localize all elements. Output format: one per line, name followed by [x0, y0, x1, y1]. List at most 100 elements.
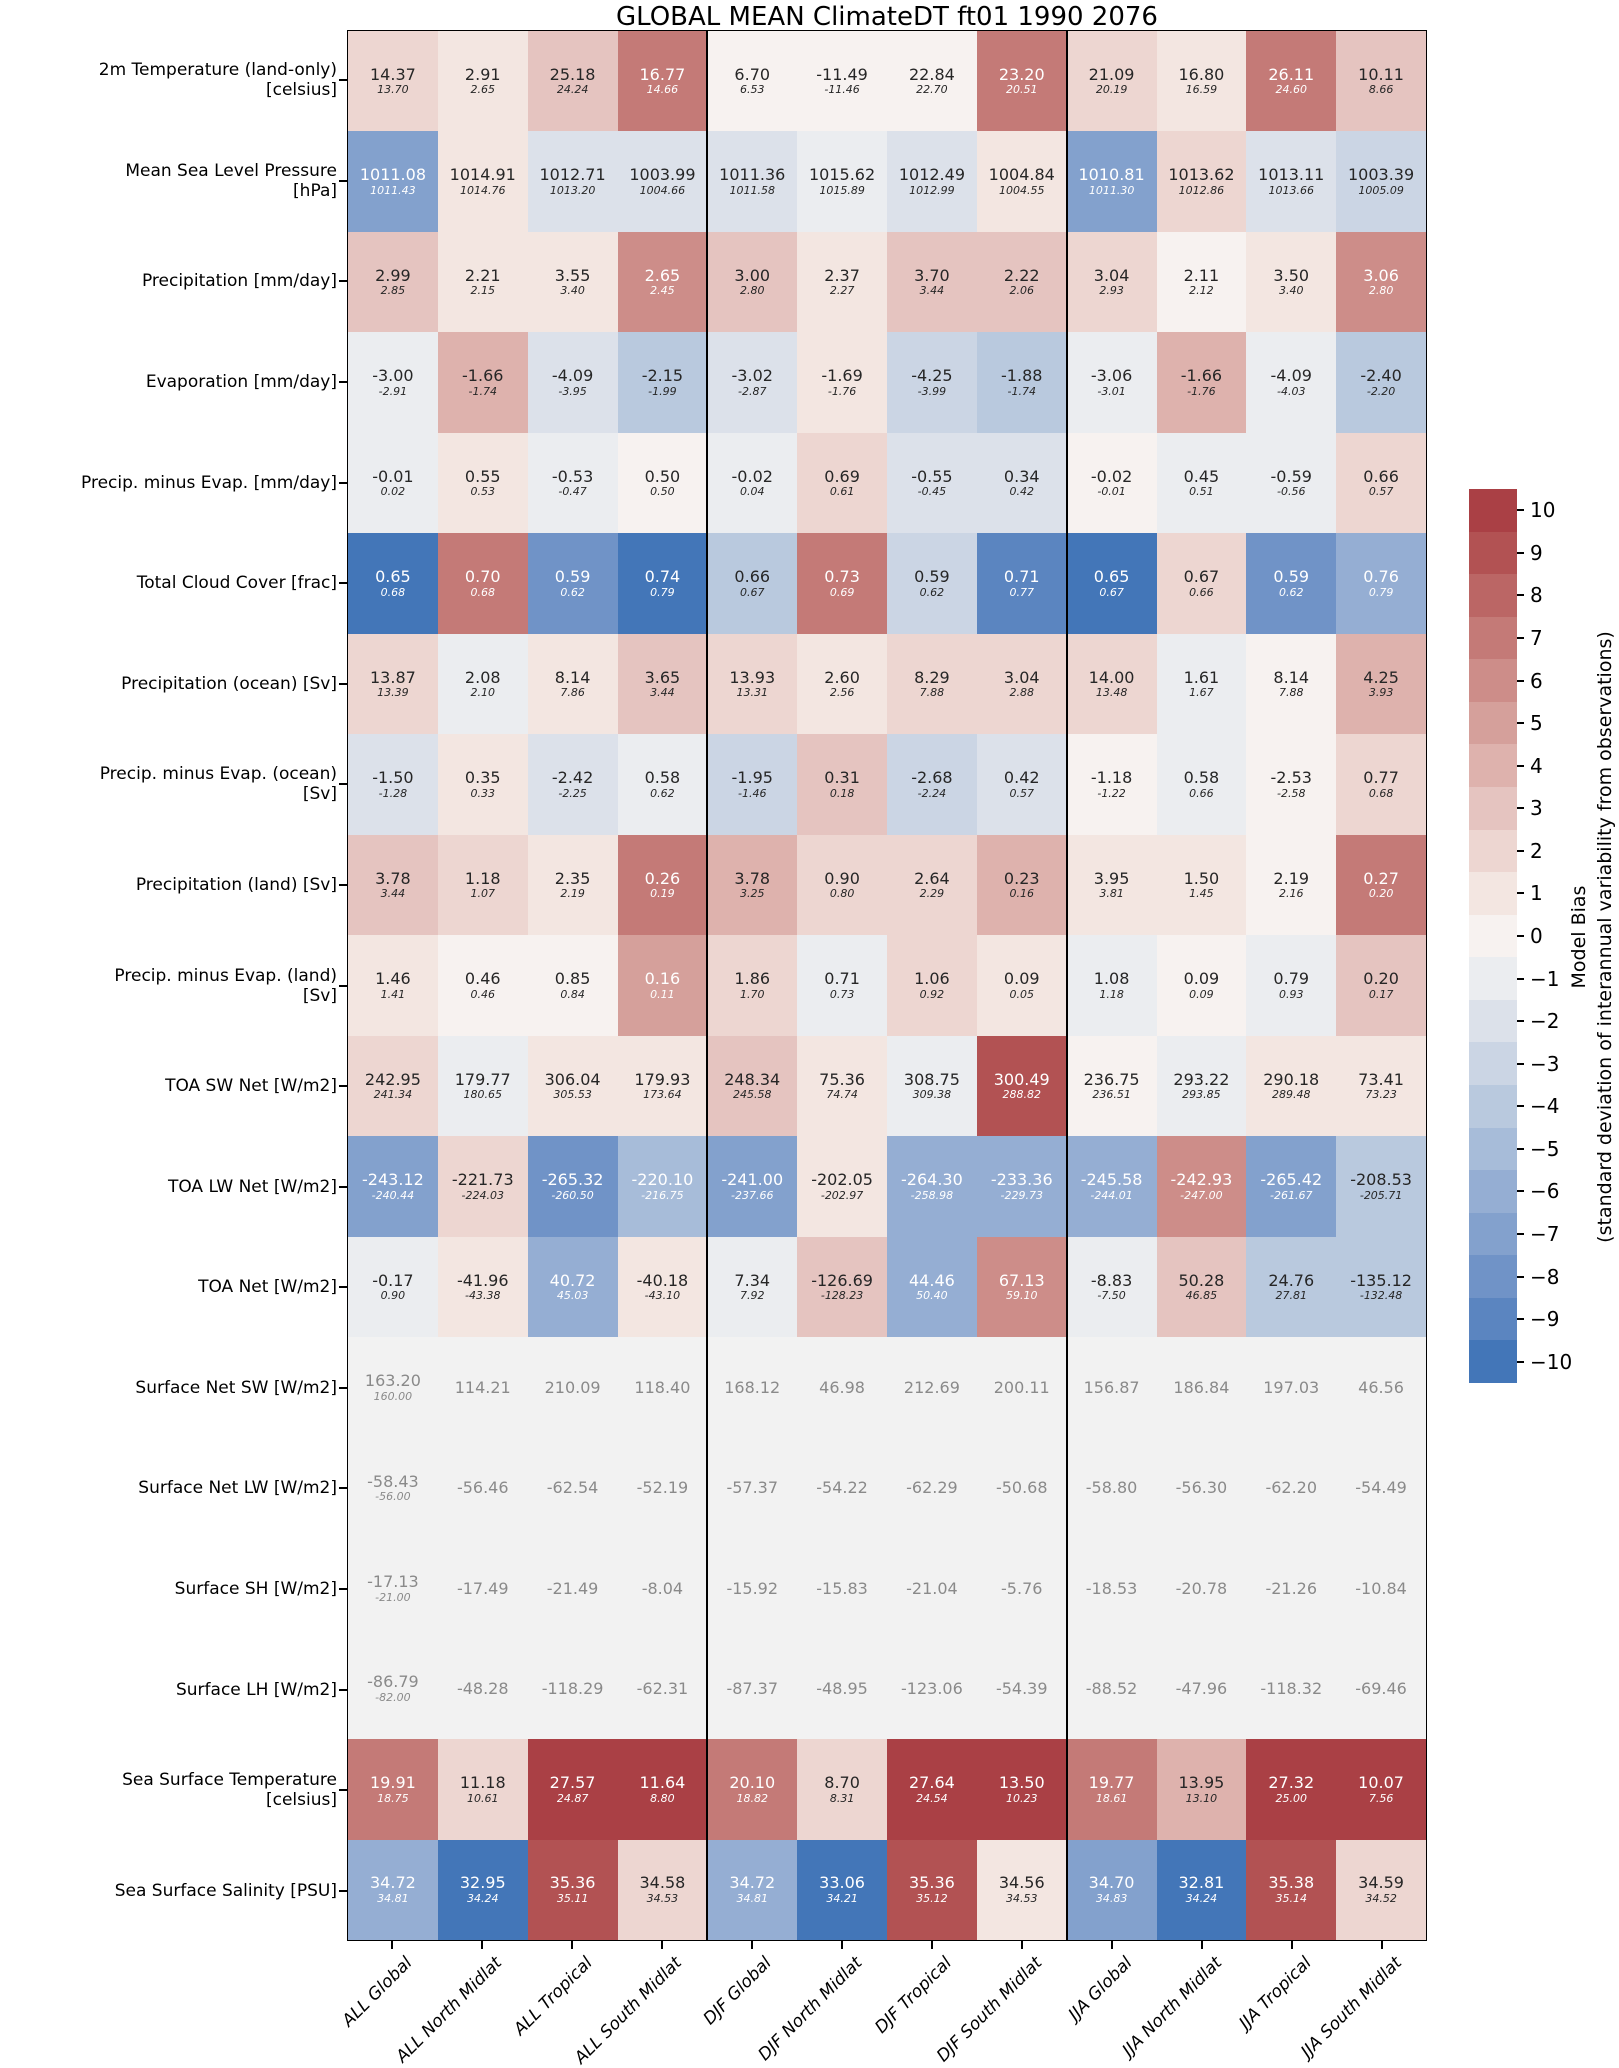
cell-observation-value: 1.70 [739, 987, 765, 1001]
heatmap-cell: 22.84 22.70 [887, 31, 977, 132]
cell-model-value: 1012.49 [898, 165, 965, 185]
cell-observation-value: 0.84 [560, 987, 585, 1001]
heatmap-cell: -221.73 -224.03 [437, 1136, 528, 1237]
heatmap-cell: 3.70 3.44 [887, 231, 977, 333]
cell-model-value: 3.04 [1093, 265, 1130, 285]
cell-observation-value: -247.00 [1180, 1188, 1223, 1202]
cell-model-value: 2.60 [824, 667, 860, 687]
cell-model-value: -0.02 [1090, 466, 1133, 486]
cell-model-value: 7.34 [734, 1270, 771, 1290]
x-tick-mark [841, 1941, 843, 1949]
cell-model-value: -58.43 [367, 1471, 419, 1491]
cell-model-value: 248.34 [724, 1069, 781, 1089]
colorbar-tick-label: 1 [1530, 881, 1543, 906]
cell-observation-value: 1.45 [1189, 887, 1214, 901]
cell-model-value: -265.32 [541, 1170, 604, 1190]
cell-model-value: 0.59 [1273, 567, 1310, 587]
heatmap-cell: -15.83 [797, 1538, 887, 1639]
cell-model-value: -264.30 [901, 1170, 963, 1190]
heatmap-cell: 46.98 [797, 1337, 887, 1438]
cell-model-value: 2.99 [375, 265, 411, 285]
heatmap-cell: 19.77 18.61 [1066, 1739, 1157, 1840]
cell-model-value: 14.37 [370, 64, 416, 84]
cell-model-value: 67.13 [998, 1270, 1045, 1290]
heatmap-cell: -21.49 [527, 1538, 618, 1639]
heatmap-cell: -123.06 [887, 1638, 977, 1740]
cell-observation-value: 34.24 [466, 1892, 499, 1905]
cell-model-value: 13.50 [998, 1772, 1045, 1792]
column-group-separator-jja [1066, 31, 1068, 1940]
x-tick-mark [1021, 1941, 1023, 1949]
heatmap-cell: 16.80 16.59 [1156, 31, 1247, 132]
cell-model-value: 10.07 [1358, 1772, 1404, 1792]
heatmap-cell: -58.43 -56.00 [348, 1437, 438, 1539]
heatmap-cell: -40.18 -43.10 [617, 1236, 708, 1338]
cell-model-value: 0.59 [554, 567, 591, 587]
heatmap-cell: 35.36 35.12 [887, 1839, 977, 1940]
colorbar-label-line1: Model Bias [1568, 885, 1590, 989]
cell-model-value: 3.78 [734, 868, 771, 888]
cell-observation-value: 0.42 [1009, 485, 1034, 499]
heatmap-cell: -54.39 [976, 1638, 1067, 1740]
cell-model-value: -3.00 [372, 366, 414, 386]
cell-model-value: 46.56 [1358, 1377, 1404, 1397]
cell-model-value: 13.95 [1178, 1772, 1225, 1792]
cell-observation-value: 3.44 [380, 887, 406, 901]
cell-model-value: 2.19 [1273, 868, 1310, 888]
heatmap-cell: 0.74 0.79 [617, 533, 708, 634]
x-tick-mark [1201, 1941, 1203, 1949]
cell-observation-value: 13.39 [377, 686, 409, 700]
cell-model-value: 34.58 [639, 1873, 686, 1893]
cell-model-value: -2.42 [551, 768, 594, 788]
cell-observation-value: 27.81 [1275, 1289, 1307, 1303]
y-tick-mark [339, 481, 347, 484]
cell-observation-value: -1.76 [1187, 384, 1216, 398]
heatmap-cell: 308.75 309.38 [887, 1035, 977, 1137]
colorbar-tick-mark [1517, 1190, 1524, 1193]
heatmap-cell: -10.84 [1336, 1538, 1426, 1639]
heatmap-cell: -2.68 -2.24 [887, 734, 977, 835]
cell-model-value: 0.50 [644, 466, 681, 486]
colorbar-tick-label: −7 [1530, 1222, 1560, 1246]
cell-model-value: 1.06 [914, 969, 950, 989]
colorbar-tick-label: −8 [1530, 1264, 1560, 1289]
heatmap-cell: 25.18 24.24 [527, 31, 618, 132]
cell-observation-value: 1011.43 [370, 183, 416, 197]
cell-model-value: 0.55 [464, 466, 501, 486]
cell-observation-value: -7.50 [1097, 1289, 1126, 1303]
cell-model-value: -126.69 [811, 1270, 873, 1290]
cell-model-value: 212.69 [903, 1377, 960, 1397]
heatmap-cell: 163.20 160.00 [348, 1337, 438, 1438]
cell-model-value: -62.20 [1265, 1478, 1318, 1498]
heatmap-cell: 7.34 7.92 [707, 1236, 798, 1338]
x-tick-mark [1291, 1941, 1293, 1949]
heatmap-cell: -87.37 [707, 1638, 798, 1740]
colorbar-band [1469, 914, 1517, 958]
y-tick-mark [339, 582, 347, 585]
cell-observation-value: 2.88 [1009, 686, 1034, 700]
heatmap-cell: -62.20 [1246, 1437, 1337, 1539]
cell-model-value: -17.13 [367, 1571, 419, 1591]
heatmap-cell: -264.30 -258.98 [887, 1136, 977, 1237]
heatmap-cell: 1.08 1.18 [1066, 935, 1157, 1036]
heatmap-cell: 0.09 0.05 [976, 935, 1067, 1036]
cell-model-value: 3.00 [734, 265, 771, 285]
cell-model-value: -1.88 [1001, 366, 1043, 386]
cell-model-value: 236.75 [1083, 1069, 1140, 1089]
heatmap-cell: -4.09 -4.03 [1246, 332, 1337, 433]
cell-model-value: -21.49 [546, 1578, 599, 1598]
heatmap-cell: 3.78 3.25 [707, 834, 798, 936]
colorbar-tick-mark [1517, 1105, 1524, 1108]
cell-observation-value: -0.56 [1277, 485, 1306, 499]
cell-model-value: -56.30 [1175, 1478, 1228, 1498]
cell-model-value: -15.92 [726, 1578, 779, 1598]
heatmap-cell: 156.87 [1066, 1337, 1157, 1438]
cell-observation-value: -1.74 [468, 384, 497, 398]
cell-observation-value: 25.00 [1275, 1791, 1307, 1805]
heatmap-cell: 27.57 24.87 [527, 1739, 618, 1840]
cell-model-value: 19.91 [370, 1772, 416, 1792]
cell-model-value: 1.50 [1183, 868, 1220, 888]
x-tick-mark [931, 1941, 933, 1949]
colorbar-tick-mark [1517, 1062, 1524, 1065]
cell-observation-value: 3.25 [739, 887, 765, 901]
